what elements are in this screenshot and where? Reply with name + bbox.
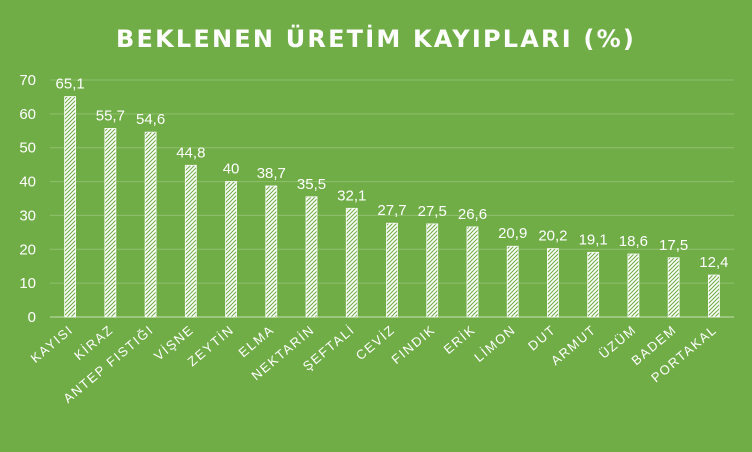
category-label: DUT (525, 322, 559, 354)
y-tick-label: 0 (28, 309, 36, 326)
bars (64, 96, 720, 318)
y-tick-label: 30 (19, 207, 36, 224)
y-tick-label: 20 (19, 241, 36, 258)
y-axis-ticks: 0 10 20 30 40 50 60 70 (19, 72, 36, 326)
bar (64, 96, 77, 318)
bar (466, 226, 479, 318)
bar (225, 181, 237, 318)
data-label: 44,8 (176, 144, 205, 161)
category-label: FINDIK (389, 322, 439, 367)
data-label: 54,6 (136, 111, 165, 128)
data-label: 65,1 (56, 76, 85, 93)
data-labels: 65,1 55,7 54,6 44,8 40 38,7 35,5 32,1 27,7 27,5 26… (56, 76, 729, 271)
bar (305, 196, 318, 318)
data-label: 55,7 (96, 107, 125, 124)
data-label: 12,4 (699, 254, 728, 271)
data-label: 19,1 (579, 231, 608, 248)
category-label: KAYISI (28, 322, 76, 366)
y-tick-label: 70 (19, 72, 36, 89)
bar (386, 222, 398, 318)
data-label: 35,5 (297, 176, 326, 193)
data-label: 17,5 (659, 237, 688, 254)
data-label: 27,7 (377, 202, 406, 219)
data-label: 20,2 (538, 228, 567, 245)
bar (667, 257, 680, 318)
bar (184, 164, 197, 318)
category-label: LİMON (471, 322, 518, 365)
data-label: 40 (223, 161, 240, 178)
bar (587, 251, 600, 318)
data-label: 18,6 (619, 233, 648, 250)
bar (707, 274, 720, 318)
bar (104, 128, 117, 318)
bar (345, 207, 358, 318)
chart-title: BEKLENEN ÜRETİM KAYIPLARI (%) (116, 23, 636, 53)
bar (547, 248, 559, 318)
bar (265, 185, 278, 318)
y-tick-label: 50 (19, 140, 36, 157)
y-tick-label: 60 (19, 106, 36, 123)
data-label: 26,6 (458, 206, 487, 223)
bar (627, 253, 640, 318)
data-label: 32,1 (337, 187, 366, 204)
data-label: 20,9 (498, 225, 527, 242)
bar (506, 245, 519, 318)
data-label: 27,5 (418, 203, 447, 220)
bar (144, 131, 157, 318)
y-tick-label: 10 (19, 275, 36, 292)
data-label: 38,7 (257, 165, 286, 182)
y-tick-label: 40 (19, 174, 36, 191)
category-label: ARMUT (548, 322, 599, 368)
bar (426, 223, 439, 318)
